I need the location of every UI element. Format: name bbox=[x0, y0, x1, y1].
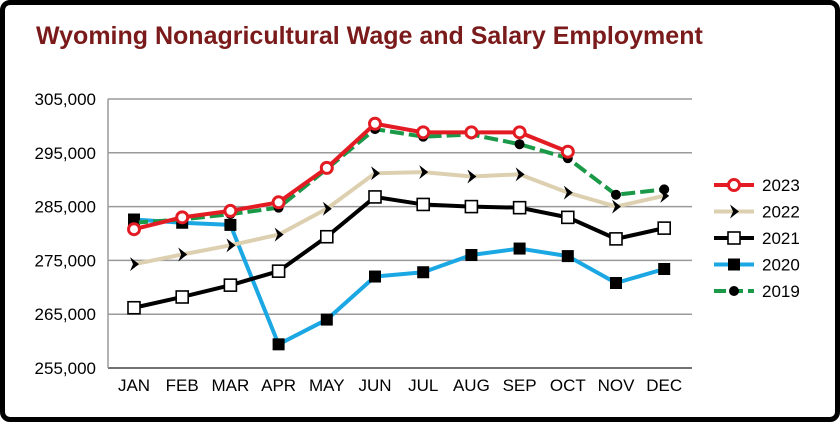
data-point bbox=[368, 116, 382, 131]
data-point bbox=[223, 278, 238, 292]
data-point bbox=[513, 242, 526, 255]
legend-item-2020: 2020 bbox=[714, 256, 800, 275]
legend-item-2021: 2021 bbox=[714, 229, 800, 248]
x-tick-label: SEP bbox=[503, 376, 537, 395]
y-tick-label: 255,000 bbox=[35, 359, 96, 378]
data-point bbox=[319, 229, 334, 244]
x-tick-label: FEB bbox=[166, 376, 199, 395]
data-point bbox=[512, 125, 527, 140]
axis-labels: 255,000 265,000 275,000 285,000 295,000 305,0… bbox=[35, 90, 683, 395]
series-2022 bbox=[130, 165, 670, 272]
data-point bbox=[419, 165, 429, 180]
data-point bbox=[223, 203, 238, 218]
data-point bbox=[178, 247, 188, 262]
data-point bbox=[417, 266, 430, 279]
data-point bbox=[610, 276, 622, 289]
data-point bbox=[272, 338, 285, 351]
legend-item-2022: 2022 bbox=[714, 203, 800, 222]
data-point bbox=[611, 189, 621, 200]
data-point bbox=[609, 232, 623, 246]
data-point bbox=[512, 200, 527, 215]
x-tick-label: JAN bbox=[118, 376, 150, 395]
data-point bbox=[727, 178, 741, 192]
data-point bbox=[371, 166, 380, 181]
data-point bbox=[319, 160, 334, 175]
x-tick-label: MAY bbox=[309, 376, 345, 395]
legend-label: 2019 bbox=[762, 282, 800, 301]
data-point bbox=[464, 125, 479, 140]
data-point bbox=[561, 250, 574, 263]
data-point bbox=[127, 300, 141, 315]
data-point bbox=[729, 286, 739, 296]
legend: 2023 2022 2021 2020 2019 bbox=[714, 176, 800, 301]
data-point bbox=[560, 144, 575, 159]
x-tick-label: OCT bbox=[550, 376, 586, 395]
legend-label: 2023 bbox=[762, 176, 800, 195]
data-point bbox=[464, 199, 479, 214]
data-point bbox=[271, 195, 286, 210]
series-line bbox=[133, 170, 665, 267]
y-tick-label: 295,000 bbox=[35, 144, 96, 163]
data-point bbox=[727, 231, 741, 245]
data-point bbox=[274, 227, 284, 242]
series-line bbox=[133, 217, 665, 347]
data-point bbox=[416, 125, 431, 140]
series-line bbox=[133, 194, 665, 310]
series-2020 bbox=[128, 213, 671, 351]
data-point bbox=[322, 201, 332, 216]
gridlines bbox=[107, 98, 692, 369]
data-point bbox=[659, 184, 670, 195]
data-point bbox=[368, 190, 382, 204]
legend-item-2023: 2023 bbox=[714, 176, 800, 195]
x-tick-label: JUL bbox=[408, 376, 438, 395]
y-tick-label: 275,000 bbox=[35, 251, 96, 270]
data-point bbox=[224, 218, 237, 231]
data-point bbox=[320, 313, 333, 326]
data-point bbox=[514, 139, 525, 150]
chart-title: Wyoming Nonagricultural Wage and Salary … bbox=[36, 22, 703, 50]
data-point bbox=[127, 222, 141, 237]
data-point bbox=[369, 270, 381, 283]
x-tick-label: APR bbox=[261, 376, 296, 395]
data-point bbox=[728, 258, 740, 271]
y-tick-label: 305,000 bbox=[35, 90, 96, 109]
data-point bbox=[271, 264, 286, 278]
y-tick-label: 265,000 bbox=[35, 305, 96, 324]
series-2023 bbox=[127, 116, 575, 237]
data-point bbox=[175, 210, 190, 225]
data-point bbox=[563, 185, 573, 200]
data-point bbox=[657, 221, 672, 235]
data-point bbox=[515, 167, 525, 182]
y-tick-label: 285,000 bbox=[35, 198, 96, 217]
legend-label: 2022 bbox=[762, 203, 800, 222]
series-line bbox=[133, 121, 569, 232]
x-tick-label: MAR bbox=[212, 376, 250, 395]
legend-label: 2020 bbox=[762, 256, 800, 275]
x-tick-label: JUN bbox=[358, 376, 391, 395]
data-point bbox=[467, 169, 477, 184]
data-point bbox=[658, 263, 671, 276]
x-tick-label: AUG bbox=[453, 376, 490, 395]
legend-label: 2021 bbox=[762, 229, 800, 248]
series-line bbox=[133, 127, 665, 225]
x-tick-label: DEC bbox=[646, 376, 682, 395]
data-point bbox=[612, 199, 621, 214]
data-point bbox=[175, 290, 189, 304]
x-tick-label: NOV bbox=[598, 376, 636, 395]
data-point bbox=[416, 197, 431, 212]
data-point bbox=[730, 204, 739, 219]
series-2021 bbox=[127, 190, 672, 315]
legend-item-2019: 2019 bbox=[714, 282, 800, 301]
series-layer bbox=[127, 116, 672, 351]
data-point bbox=[560, 210, 575, 225]
data-point bbox=[465, 249, 478, 262]
data-point bbox=[226, 238, 236, 253]
data-point bbox=[130, 257, 139, 272]
